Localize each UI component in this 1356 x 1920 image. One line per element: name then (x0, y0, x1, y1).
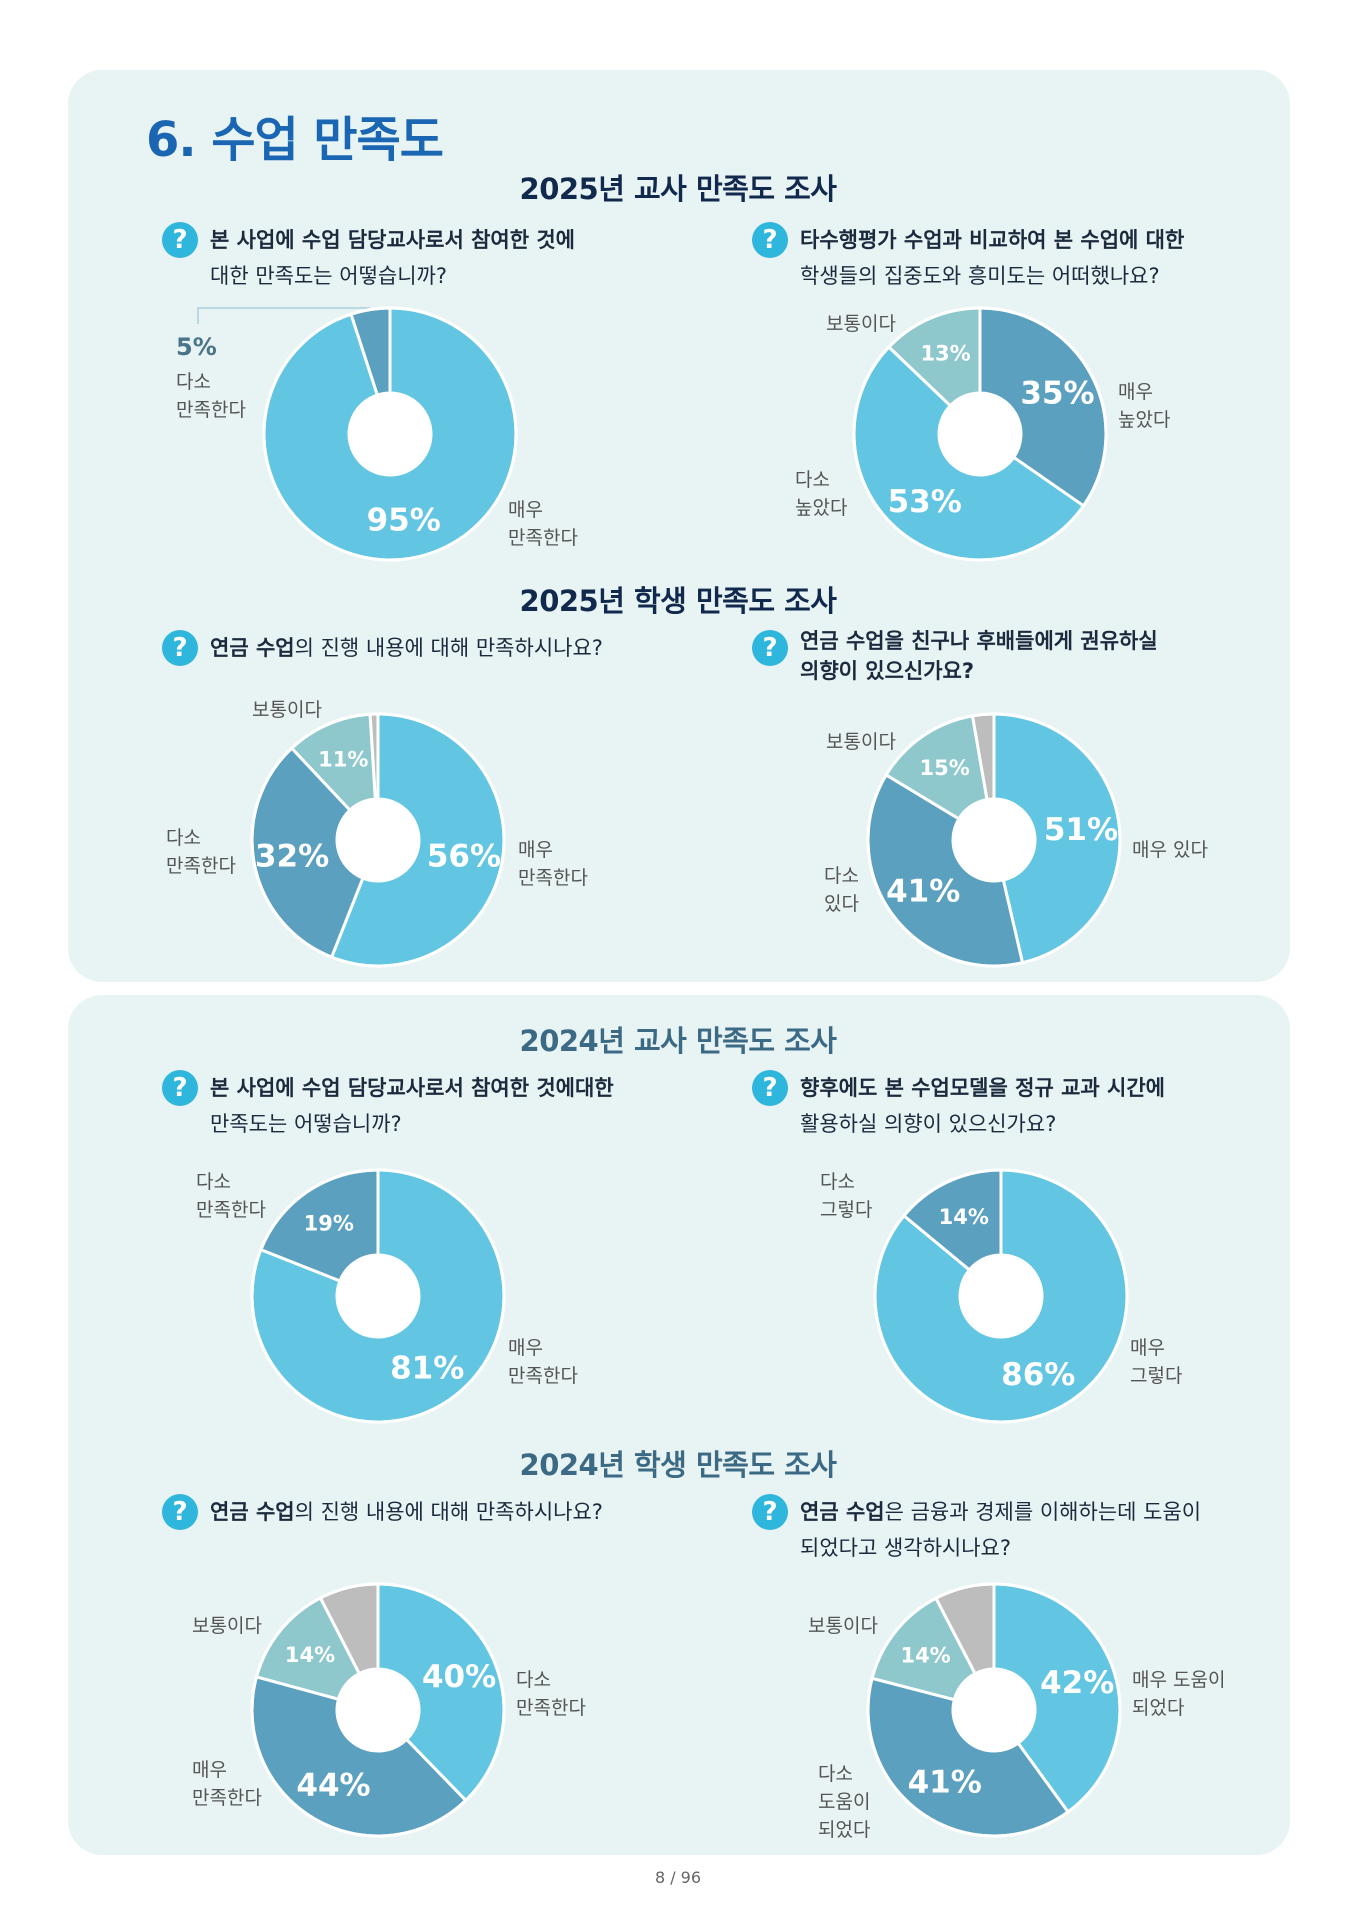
c5-slice-0-label: 81% (390, 1350, 464, 1386)
label-c3-top: 보통이다 (252, 699, 322, 721)
label-c6-left: 다소 그렇다 (820, 1171, 873, 1221)
c3-slice-0-label: 56% (427, 838, 501, 874)
donut-chart-student-2025-q1: 56% 32% 11% (250, 712, 506, 968)
label-c7-right: 다소 만족한다 (516, 1669, 586, 1719)
page-number: 8 / 96 (654, 1868, 702, 1887)
question-6: 향후에도 본 수업모델을 정규 교과 시간에 활용하실 의향이 있으신가요? (800, 1076, 1165, 1136)
c1-donut-hole (349, 393, 431, 475)
c2-slice-2-label: 13% (920, 342, 970, 366)
c6-slice-1-label: 14% (939, 1205, 989, 1229)
c5-donut-hole (337, 1255, 419, 1337)
c8-slice-1-label: 41% (908, 1764, 982, 1800)
label-c7-left: 매우 만족한다 (192, 1759, 262, 1809)
c7-outer-ring (250, 1582, 506, 1838)
label-c5-right: 매우 만족한다 (508, 1337, 578, 1387)
c7-slice-1-label: 44% (296, 1767, 370, 1803)
label-c6-right: 매우 그렇다 (1130, 1337, 1183, 1387)
question-4: 연금 수업을 친구나 후배들에게 권유하실 의향이 있으신가요? (800, 629, 1158, 683)
label-c1-left: 다소 만족한다 (176, 371, 246, 421)
question-3: 연금 수업의 진행 내용에 대해 만족하시나요? (210, 636, 603, 660)
c5-outer-ring (250, 1168, 506, 1424)
donut-chart-student-2024-q1: 40% 44% 14% (250, 1582, 506, 1838)
label-c2-top: 보통이다 (826, 313, 896, 335)
section-title-teacher-2025: 2025년 교사 만족도 조사 (519, 172, 837, 206)
donut-chart-student-2025-q2: 51% 41% 15% (866, 712, 1122, 968)
question-mark-icon: ? (752, 1494, 788, 1530)
label-c2-left: 다소 높았다 (795, 469, 848, 519)
c6-slice-0-label: 86% (1001, 1357, 1075, 1393)
question-mark-icon: ? (162, 630, 198, 666)
c7-slice-0-label: 40% (422, 1659, 496, 1695)
label-c4-right: 매우 있다 (1132, 839, 1208, 861)
question-mark-icon: ? (162, 1070, 198, 1106)
label-c4-top: 보통이다 (826, 731, 896, 753)
question-7: 연금 수업의 진행 내용에 대해 만족하시나요? (210, 1500, 603, 1524)
c7-slice-2-label: 14% (285, 1643, 335, 1667)
label-c3-right: 매우 만족한다 (518, 839, 588, 889)
question-mark-icon: ? (162, 222, 198, 258)
c4-outer-ring (866, 712, 1122, 968)
c2-slice-0-label: 35% (1020, 375, 1094, 411)
c2-outer-ring (852, 306, 1108, 562)
c2-slice-1-label: 53% (888, 484, 962, 520)
c8-slice-2-label: 14% (900, 1643, 950, 1667)
question-1: 본 사업에 수업 담당교사로서 참여한 것에 대한 만족도는 어떻습니까? (210, 228, 575, 288)
section-title-student-2025: 2025년 학생 만족도 조사 (519, 584, 837, 618)
donut-chart-student-2024-q2: 42% 41% 14% (866, 1582, 1122, 1838)
label-c8-left: 다소 도움이 되었다 (818, 1763, 871, 1841)
c5-slice-1-label: 19% (304, 1212, 354, 1236)
c8-donut-hole (953, 1669, 1035, 1751)
c6-donut-hole (960, 1255, 1042, 1337)
donut-chart-teacher-2025-q2: 35% 53% 13% (852, 306, 1108, 562)
donut-chart-teacher-2024-q2: 86% 14% (873, 1168, 1129, 1424)
question-8: 연금 수업은 금융과 경제를 이해하는데 도움이 되었다고 생각하시나요? (800, 1500, 1202, 1560)
section-title-student-2024: 2024년 학생 만족도 조사 (519, 1448, 837, 1482)
label-c8-top: 보통이다 (808, 1615, 878, 1637)
label-c4-left: 다소 있다 (824, 865, 859, 915)
c3-donut-hole (337, 799, 419, 881)
c3-outer-ring (250, 712, 506, 968)
question-5: 본 사업에 수업 담당교사로서 참여한 것에대한 만족도는 어떻습니까? (210, 1076, 614, 1136)
c4-slice-1-label: 41% (886, 873, 960, 909)
label-c3-left: 다소 만족한다 (166, 827, 236, 877)
c3-slice-2-label: 11% (318, 748, 368, 772)
question-mark-icon: ? (752, 630, 788, 666)
question-2: 타수행평가 수업과 비교하여 본 수업에 대한 학생들의 집중도와 흥미도는 어떠… (800, 228, 1185, 288)
label-c2-right: 매우 높았다 (1118, 381, 1171, 431)
c4-slice-0-label: 51% (1044, 812, 1118, 848)
c4-donut-hole (953, 799, 1035, 881)
question-mark-icon: ? (752, 1070, 788, 1106)
c4-slice-2-label: 15% (919, 756, 969, 780)
page-title: 6. 수업 만족도 (146, 112, 444, 168)
c6-outer-ring (873, 1168, 1129, 1424)
section-title-teacher-2024: 2024년 교사 만족도 조사 (519, 1024, 837, 1058)
c3-slice-1-label: 32% (255, 838, 329, 874)
question-mark-icon: ? (162, 1494, 198, 1530)
c7-donut-hole (337, 1669, 419, 1751)
c1-outer-ring (262, 306, 518, 562)
label-c8-right: 매우 도움이 되었다 (1132, 1669, 1226, 1719)
question-mark-icon: ? (752, 222, 788, 258)
donut-chart-teacher-2024-q1: 81% 19% (250, 1168, 506, 1424)
label-c7-top: 보통이다 (192, 1615, 262, 1637)
c1-slice-0-label: 95% (367, 502, 441, 538)
label-c1-right: 매우 만족한다 (508, 499, 578, 549)
label-c1-small-pct: 5% (176, 333, 217, 361)
c2-donut-hole (939, 393, 1021, 475)
c8-outer-ring (866, 1582, 1122, 1838)
donut-chart-teacher-2025-q1: 95% (262, 306, 518, 562)
c8-slice-0-label: 42% (1040, 1665, 1114, 1701)
label-c5-left: 다소 만족한다 (196, 1171, 266, 1221)
